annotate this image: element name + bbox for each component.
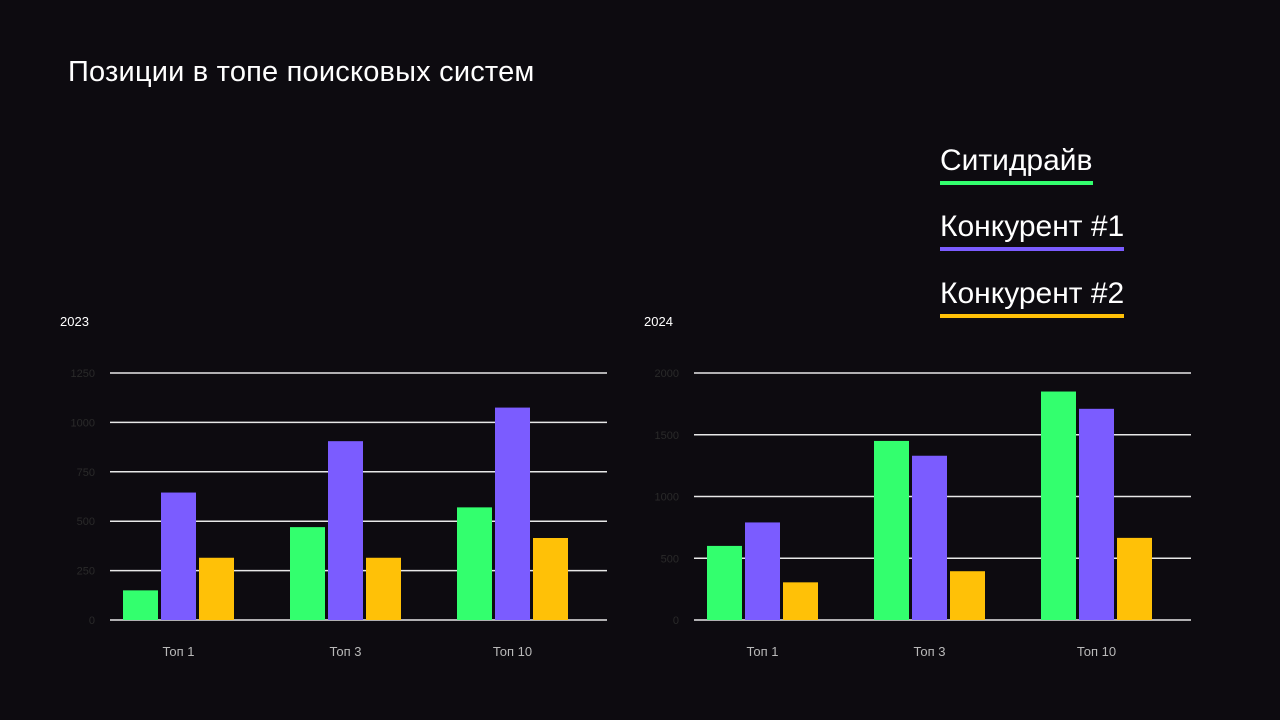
legend-item-competitor-2: Конкурент #2 xyxy=(940,278,1125,318)
y-tick-label: 1250 xyxy=(71,368,95,380)
page-title: Позиции в топе поисковых систем xyxy=(68,56,535,88)
y-tick-label: 500 xyxy=(661,553,679,565)
y-tick-label: 750 xyxy=(77,467,95,479)
x-category-label: Топ 1 xyxy=(746,644,778,659)
x-category-label: Топ 10 xyxy=(1077,644,1116,659)
bar xyxy=(912,455,947,620)
y-tick-label: 0 xyxy=(673,615,679,627)
bar xyxy=(457,507,492,620)
bar xyxy=(161,492,196,620)
bar xyxy=(783,582,818,620)
y-tick-label: 2000 xyxy=(655,368,679,380)
legend-item-competitor-1: Конкурент #1 xyxy=(940,211,1125,251)
bar xyxy=(366,557,401,620)
bar xyxy=(950,571,985,620)
bar xyxy=(745,522,780,620)
bar xyxy=(328,441,363,620)
y-tick-label: 500 xyxy=(77,516,95,528)
y-tick-label: 1000 xyxy=(71,417,95,429)
x-category-label: Топ 1 xyxy=(162,644,194,659)
chart-year-label: 2024 xyxy=(644,314,673,329)
bar xyxy=(874,440,909,620)
y-tick-label: 0 xyxy=(89,615,95,627)
bar xyxy=(123,590,158,620)
bar xyxy=(1079,408,1114,620)
y-tick-label: 1500 xyxy=(655,430,679,442)
x-category-label: Топ 10 xyxy=(493,644,532,659)
bar xyxy=(1041,391,1076,620)
bar xyxy=(290,527,325,620)
x-category-label: Топ 3 xyxy=(913,644,945,659)
chart-year-label: 2023 xyxy=(60,314,89,329)
bar xyxy=(1117,537,1152,620)
bar xyxy=(495,407,530,620)
y-tick-label: 250 xyxy=(77,566,95,578)
x-category-label: Топ 3 xyxy=(329,644,361,659)
bar xyxy=(199,557,234,620)
bar xyxy=(533,537,568,620)
legend-item-citydrive: Ситидрайв xyxy=(940,145,1093,185)
bar xyxy=(707,545,742,620)
y-tick-label: 1000 xyxy=(655,492,679,504)
